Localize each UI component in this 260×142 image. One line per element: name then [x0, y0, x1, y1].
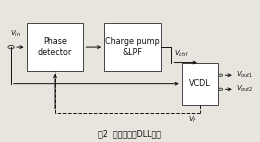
Bar [27, 23, 83, 71]
Text: $V_{ctrl}$: $V_{ctrl}$ [174, 48, 189, 59]
Text: VCDL: VCDL [189, 79, 211, 88]
Text: Charge pump
&LPF: Charge pump &LPF [105, 37, 160, 57]
Text: $V_{f}$: $V_{f}$ [188, 115, 197, 125]
Text: 图2  延迟锁相环DLL结构: 图2 延迟锁相环DLL结构 [99, 130, 161, 138]
Text: $V_{out2}$: $V_{out2}$ [236, 84, 254, 94]
Text: $V_{out1}$: $V_{out1}$ [236, 70, 254, 80]
Bar [182, 63, 218, 105]
Text: Phase
detector: Phase detector [38, 37, 72, 57]
Text: $V_{in}$: $V_{in}$ [10, 29, 21, 39]
Bar [104, 23, 161, 71]
